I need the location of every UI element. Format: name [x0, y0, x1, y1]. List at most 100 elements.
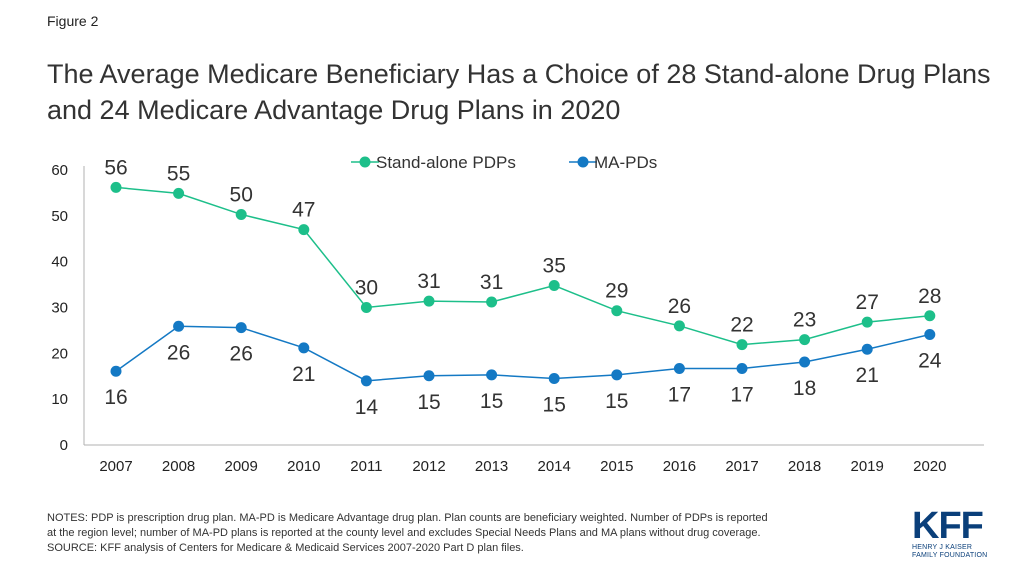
- series-stand-alone-pdps: 56 55 50 47 30 31 31 35 29 26 22 23 27 28: [104, 156, 941, 351]
- data-point: [298, 224, 310, 236]
- y-tick-label: 30: [51, 300, 68, 317]
- x-tick-label: 2020: [913, 458, 946, 475]
- kff-logo: KFF HENRY J KAISER FAMILY FOUNDATION: [912, 505, 992, 560]
- x-tick-label: 2011: [350, 458, 382, 475]
- data-point: [173, 320, 185, 332]
- x-tick-label: 2016: [663, 458, 696, 475]
- kff-logo-text: KFF: [912, 505, 984, 547]
- series-line: [115, 186, 930, 346]
- data-label: 23: [793, 309, 816, 332]
- data-point: [548, 373, 560, 385]
- data-label: 56: [104, 156, 127, 179]
- chart-legend: Stand-alone PDPs MA-PDs: [351, 153, 657, 172]
- x-tick-label: 2014: [538, 458, 571, 475]
- data-label: 55: [167, 162, 190, 185]
- data-point: [736, 339, 748, 351]
- x-tick-label: 2015: [600, 458, 633, 475]
- data-point: [360, 302, 372, 313]
- data-point: [235, 208, 247, 220]
- data-point: [924, 310, 936, 322]
- x-tick-label: 2008: [162, 458, 195, 475]
- y-tick-label: 40: [51, 254, 68, 271]
- data-point: [423, 295, 435, 307]
- data-point: [173, 187, 185, 199]
- data-label: 15: [605, 390, 628, 413]
- y-tick-label: 0: [60, 437, 68, 454]
- legend-item-stand-alone-pdps: Stand-alone PDPs: [351, 153, 516, 172]
- data-point: [486, 369, 498, 381]
- data-label: 26: [167, 341, 190, 364]
- y-tick-label: 60: [51, 162, 68, 179]
- data-point: [736, 362, 748, 374]
- y-tick-label: 50: [51, 208, 68, 225]
- notes-line-1: NOTES: PDP is prescription drug plan. MA…: [47, 512, 768, 524]
- series-ma-pds: 16 26 26 21 14 15 15 15 15 17 17 18 21 24: [104, 320, 942, 419]
- data-point: [486, 296, 498, 308]
- x-tick-label: 2012: [412, 458, 445, 475]
- x-axis: 2007 2008 2009 2010 2011 2012 2013 2014 2015 2016…: [84, 444, 984, 475]
- data-label: 21: [856, 364, 879, 387]
- data-label: 27: [856, 291, 879, 314]
- figure-label: Figure 2: [47, 13, 99, 29]
- legend-item-ma-pds: MA-PDs: [569, 153, 657, 172]
- data-label: 17: [668, 383, 691, 406]
- data-point: [673, 362, 685, 374]
- data-label: 18: [793, 377, 816, 400]
- data-label: 26: [230, 343, 253, 366]
- data-point: [360, 375, 372, 387]
- data-point: [924, 329, 936, 341]
- series-layer: 56 55 50 47 30 31 31 35 29 26 22 23 27 28 16 26 26 21 14 15…: [104, 156, 941, 418]
- kff-logo-subtitle-2: FAMILY FOUNDATION: [912, 552, 988, 559]
- data-label: 35: [543, 255, 566, 278]
- data-label: 16: [104, 386, 127, 409]
- data-point: [110, 181, 122, 193]
- data-label: 15: [480, 390, 503, 413]
- data-label: 28: [918, 285, 941, 308]
- data-point: [548, 280, 560, 291]
- data-label: 26: [668, 295, 691, 318]
- data-point: [298, 342, 310, 354]
- x-tick-label: 2019: [851, 458, 884, 475]
- data-point: [861, 343, 873, 355]
- legend-label: Stand-alone PDPs: [376, 153, 516, 172]
- legend-marker: [359, 156, 371, 168]
- data-label: 22: [730, 314, 753, 337]
- data-label: 24: [918, 350, 942, 373]
- series-line: [115, 325, 930, 382]
- data-label: 50: [230, 183, 253, 206]
- data-point: [673, 320, 685, 332]
- notes-line-2: at the region level; number of MA-PD pla…: [47, 527, 761, 539]
- data-label: 15: [543, 394, 566, 417]
- data-label: 17: [730, 383, 753, 406]
- data-point: [423, 370, 435, 382]
- data-label: 14: [355, 396, 379, 419]
- data-label: 29: [605, 280, 628, 303]
- data-point: [799, 334, 811, 346]
- x-tick-label: 2007: [99, 458, 132, 475]
- data-label: 15: [417, 391, 440, 414]
- data-point: [611, 369, 623, 381]
- x-tick-label: 2013: [475, 458, 508, 475]
- data-point: [235, 322, 247, 334]
- data-point: [861, 316, 873, 328]
- x-tick-label: 2017: [725, 458, 758, 475]
- y-tick-label: 10: [51, 391, 68, 408]
- data-label: 31: [417, 270, 440, 293]
- x-tick-label: 2018: [788, 458, 821, 475]
- source-line: SOURCE: KFF analysis of Centers for Medi…: [47, 542, 524, 554]
- data-label: 47: [292, 199, 315, 222]
- chart-title: The Average Medicare Beneficiary Has a C…: [47, 59, 991, 125]
- x-tick-label: 2009: [225, 458, 258, 475]
- data-label: 30: [355, 277, 378, 300]
- data-label: 31: [480, 271, 503, 294]
- legend-label: MA-PDs: [594, 153, 657, 172]
- data-label: 21: [292, 363, 315, 386]
- legend-marker: [577, 156, 589, 168]
- kff-logo-subtitle-1: HENRY J KAISER: [912, 544, 973, 551]
- y-axis: 0 10 20 30 40 50 60: [51, 162, 85, 454]
- y-tick-label: 20: [51, 345, 68, 362]
- data-point: [611, 305, 623, 317]
- x-tick-label: 2010: [287, 458, 320, 475]
- chart-notes: NOTES: PDP is prescription drug plan. MA…: [47, 511, 897, 556]
